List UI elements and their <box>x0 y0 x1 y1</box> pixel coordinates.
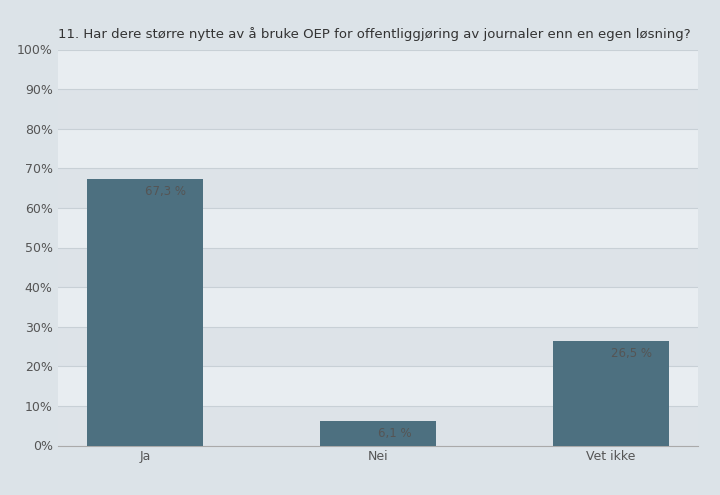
Bar <box>86 179 203 446</box>
Bar <box>58 168 698 208</box>
Bar <box>58 287 698 327</box>
Bar <box>58 50 698 89</box>
Bar <box>58 366 698 406</box>
Bar <box>58 89 698 129</box>
Bar <box>553 341 670 446</box>
Bar <box>58 327 698 366</box>
Text: 67,3 %: 67,3 % <box>145 185 186 198</box>
Text: 26,5 %: 26,5 % <box>611 346 652 359</box>
Text: 6,1 %: 6,1 % <box>378 427 412 440</box>
Text: 11. Har dere større nytte av å bruke OEP for offentliggjøring av journaler enn e: 11. Har dere større nytte av å bruke OEP… <box>58 27 690 42</box>
Bar <box>58 208 698 248</box>
Bar <box>58 129 698 168</box>
Bar <box>320 421 436 446</box>
Bar <box>58 406 698 446</box>
Bar <box>58 248 698 287</box>
